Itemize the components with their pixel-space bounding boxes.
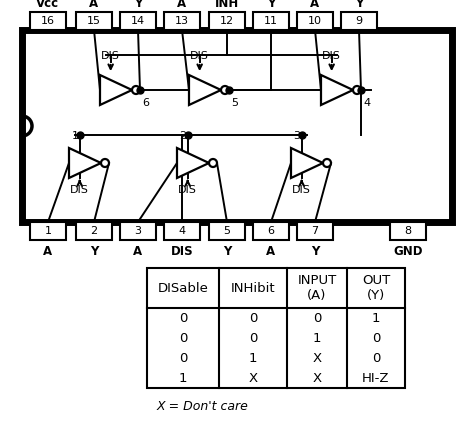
Text: Y: Y (311, 245, 319, 258)
Circle shape (221, 86, 229, 94)
Bar (76, 12, 112, 30)
Text: 11: 11 (264, 16, 278, 26)
Bar (390, 222, 426, 240)
Text: 1: 1 (72, 131, 79, 141)
Bar (164, 222, 200, 240)
Bar (120, 222, 156, 240)
Circle shape (353, 86, 361, 94)
Text: A: A (44, 245, 53, 258)
Bar (22, 30, 452, 222)
Polygon shape (189, 75, 221, 105)
Bar (341, 12, 377, 30)
Text: 1: 1 (45, 226, 52, 236)
Text: 7: 7 (311, 226, 319, 236)
Text: 3: 3 (135, 226, 142, 236)
Text: 0: 0 (372, 332, 380, 345)
Text: A: A (310, 0, 319, 10)
Circle shape (132, 86, 140, 94)
Text: DISable: DISable (157, 282, 209, 295)
Text: 0: 0 (313, 312, 321, 325)
Text: 1: 1 (249, 351, 257, 364)
Bar (147, 268, 405, 388)
Bar (253, 222, 289, 240)
Text: 12: 12 (220, 16, 234, 26)
Text: 10: 10 (308, 16, 322, 26)
Text: A: A (90, 0, 99, 10)
Bar (76, 222, 112, 240)
Text: 16: 16 (41, 16, 55, 26)
Bar (297, 12, 333, 30)
Text: HI-Z: HI-Z (362, 371, 390, 384)
Bar (30, 222, 66, 240)
Text: 4: 4 (363, 98, 370, 108)
Text: 4: 4 (178, 226, 185, 236)
Bar (209, 222, 245, 240)
Text: X = Don't care: X = Don't care (157, 400, 249, 413)
Text: 6: 6 (267, 226, 274, 236)
Text: DIS: DIS (70, 185, 89, 195)
Polygon shape (69, 148, 101, 178)
Text: Y: Y (134, 0, 142, 10)
Bar (30, 12, 66, 30)
Polygon shape (321, 75, 353, 105)
Circle shape (323, 159, 331, 167)
Text: GND: GND (393, 245, 423, 258)
Text: Y: Y (267, 0, 275, 10)
Text: 0: 0 (179, 351, 187, 364)
Circle shape (101, 159, 109, 167)
Text: DIS: DIS (190, 51, 209, 61)
Text: A: A (134, 245, 143, 258)
Text: OUT
(Y): OUT (Y) (362, 274, 390, 303)
Text: X: X (312, 371, 321, 384)
Text: 2: 2 (180, 131, 187, 141)
Text: Y: Y (355, 0, 363, 10)
Text: DIS: DIS (178, 185, 197, 195)
Text: Y: Y (223, 245, 231, 258)
Text: 9: 9 (356, 16, 363, 26)
Text: X: X (312, 351, 321, 364)
Text: Vcc: Vcc (36, 0, 60, 10)
Text: 2: 2 (91, 226, 98, 236)
Text: 0: 0 (249, 312, 257, 325)
Polygon shape (177, 148, 209, 178)
Text: DIS: DIS (171, 245, 193, 258)
Bar (297, 222, 333, 240)
Bar (164, 12, 200, 30)
Text: INHibit: INHibit (231, 282, 275, 295)
Text: 8: 8 (404, 226, 411, 236)
Text: INH: INH (215, 0, 239, 10)
Text: 5: 5 (231, 98, 238, 108)
Text: 14: 14 (131, 16, 145, 26)
Text: 0: 0 (249, 332, 257, 345)
Text: A: A (177, 0, 187, 10)
Text: INPUT
(A): INPUT (A) (297, 274, 337, 303)
Text: 0: 0 (179, 312, 187, 325)
Text: Y: Y (90, 245, 98, 258)
Text: 5: 5 (224, 226, 230, 236)
Polygon shape (100, 75, 132, 105)
Text: DIS: DIS (101, 51, 120, 61)
Text: A: A (266, 245, 275, 258)
Bar (253, 12, 289, 30)
Text: 1: 1 (179, 371, 187, 384)
Bar (120, 12, 156, 30)
Polygon shape (291, 148, 323, 178)
Text: 15: 15 (87, 16, 101, 26)
Bar (209, 12, 245, 30)
Text: 13: 13 (175, 16, 189, 26)
Text: 6: 6 (142, 98, 149, 108)
Text: 0: 0 (179, 332, 187, 345)
Text: DIS: DIS (292, 185, 311, 195)
Text: 3: 3 (293, 131, 301, 141)
Text: 0: 0 (372, 351, 380, 364)
Text: X: X (248, 371, 257, 384)
Text: DIS: DIS (322, 51, 341, 61)
Text: 1: 1 (313, 332, 321, 345)
Circle shape (209, 159, 217, 167)
Text: 1: 1 (372, 312, 380, 325)
